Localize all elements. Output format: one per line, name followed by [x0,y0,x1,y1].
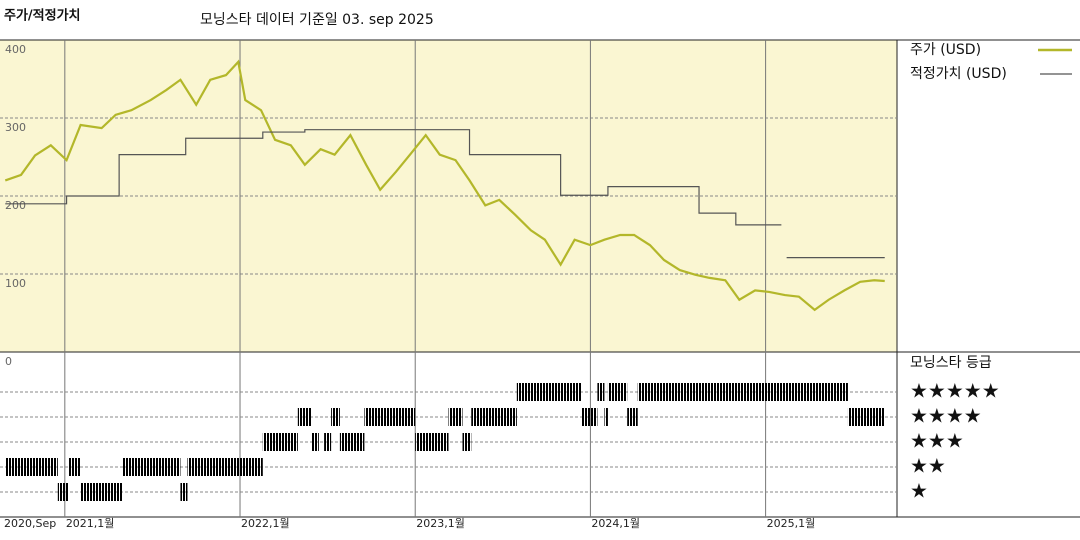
rating-label: ★★★★ [910,404,982,428]
x-tick-label: 2025,1월 [767,517,816,530]
rating-title: 모닝스타 등급 [910,355,992,371]
legend-label: 적정가치 (USD) [910,66,1007,82]
chart-subtitle: 모닝스타 데이터 기준일 03. sep 2025 [200,12,434,28]
rating-bar [5,458,58,476]
y-tick-label: 0 [5,355,12,368]
rating-bar [297,408,312,426]
rating-bar [364,408,416,426]
rating-bar [80,483,123,501]
y-tick-label: 200 [5,199,26,212]
rating-bar [462,433,472,451]
rating-bar [324,433,332,451]
rating-bar [847,408,885,426]
y-tick-label: 400 [5,43,26,56]
rating-bar [180,483,188,501]
rating-bar [471,408,517,426]
x-tick-label: 2023,1월 [416,517,465,530]
x-tick-label: 2020,Sep [4,517,56,530]
rating-bar [448,408,463,426]
y-tick-label: 100 [5,277,26,290]
rating-bar [339,433,365,451]
rating-bar [57,483,69,501]
x-tick-label: 2021,1월 [66,517,115,530]
rating-bar [68,458,81,476]
frame [0,39,1080,518]
rating-bar [262,433,298,451]
series-line [5,129,885,259]
chart-title: 주가/적정가치 [4,8,81,24]
rating-label: ★★ [910,454,946,478]
rating-bar [415,433,449,451]
rating-bar [187,458,263,476]
rating-bar [311,433,319,451]
rating-bar [637,383,848,401]
rating-bar [581,408,598,426]
rating-bar [607,383,628,401]
y-tick-label: 300 [5,121,26,134]
x-tick-label: 2022,1월 [241,517,290,530]
rating-bar [597,383,605,401]
series-line [4,59,885,312]
x-tick-label: 2024,1월 [591,517,640,530]
legend-label: 주가 (USD) [910,42,981,58]
rating-label: ★★★★★ [910,379,1000,403]
rating-bar [604,408,608,426]
rating-bar [516,383,582,401]
rating-label: ★ [910,479,928,503]
rating-bar [122,458,181,476]
rating-label: ★★★ [910,429,964,453]
rating-bar [627,408,638,426]
rating-bar [331,408,340,426]
